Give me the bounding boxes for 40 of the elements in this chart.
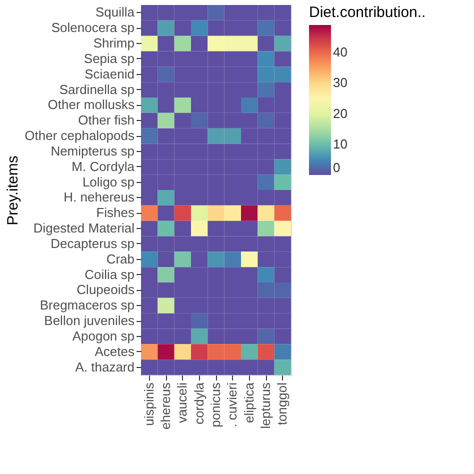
y-tick-label: Other fish [78,112,134,128]
y-tick-label: Other cephalopods [24,128,135,144]
y-tick-label: Sepia sp [84,50,134,66]
y-tick-label: Digested Material [33,220,135,236]
y-tick-label: Fishes [96,205,135,220]
x-tick-label: ponicus [208,382,223,428]
y-tick-label: Bellon juveniles [44,313,135,328]
color-bar-label: 20 [333,106,348,121]
y-tick-label: Solenocera sp [51,20,134,36]
legend-title: Diet.contribution.. [309,4,426,21]
y-tick-label: Other mollusks [48,97,135,112]
color-bar-label: 10 [333,136,348,152]
y-tick-label: Loligo sp [82,174,134,190]
x-tick-label: tonggol [274,382,290,426]
x-tick-label: eliptica [241,382,256,423]
x-tick-label: vauceli [174,382,190,423]
x-tick-label: uispinis [141,382,156,426]
y-tick-label: Shrimp [93,36,134,51]
y-axis-title: Prey.items [4,156,22,226]
color-bar-label: 30 [333,75,348,90]
color-bar-label: 0 [333,160,340,175]
y-tick-label: Clupeoids [76,282,135,298]
y-tick-label: Decapterus sp [50,236,134,251]
y-tick-label: Nemipterus sp [50,143,134,158]
y-tick-label: Coilia sp [84,266,134,282]
y-tick-label: Acetes [94,344,135,359]
color-bar-label: 40 [333,44,348,60]
y-tick-label: Bregmaceros sp [40,298,134,313]
y-tick-label: Squilla [95,4,136,20]
y-tick-label: A. thazard [75,359,134,374]
y-tick-label: Sciaenid [84,66,134,82]
y-tick-label: Apogon sp [72,328,134,344]
y-tick-label: Crab [106,251,134,266]
x-tick-label: . cuvieri [224,382,240,428]
x-tick-label: ehereus [158,382,173,430]
x-tick-label: cordyla [191,382,206,424]
x-tick-label: lepturus [258,382,273,429]
y-tick-label: Sardinella sp [59,82,134,97]
y-tick-label: M. Cordyla [72,158,136,174]
y-tick-label: H. nehereus [64,190,135,205]
